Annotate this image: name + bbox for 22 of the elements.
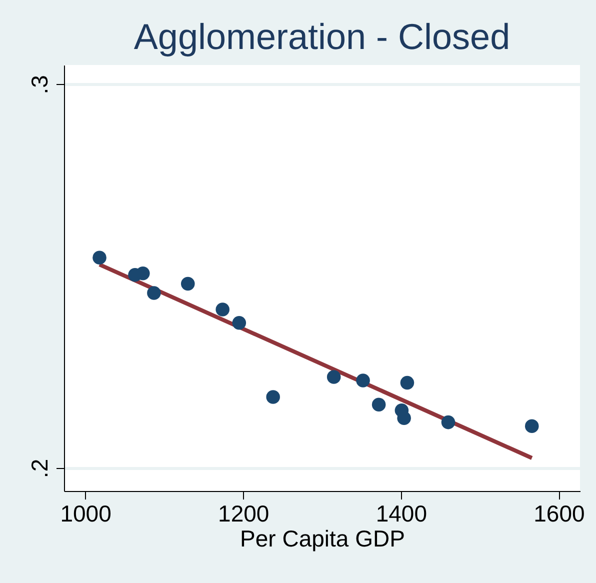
- point: [524, 419, 539, 434]
- x-tick-label: 1400: [376, 500, 427, 526]
- point: [356, 374, 370, 388]
- x-tick-label: 1600: [534, 500, 585, 526]
- y-tick-label: .2: [26, 458, 52, 478]
- point: [441, 415, 456, 430]
- point: [232, 316, 246, 330]
- x-axis-title: Per Capita GDP: [240, 526, 405, 552]
- x-tick-label: 1000: [60, 500, 112, 526]
- point: [372, 398, 386, 412]
- point: [326, 370, 341, 384]
- x-tick-label: 1200: [218, 500, 270, 526]
- point: [180, 276, 195, 291]
- chart-title: Agglomeration - Closed: [134, 16, 510, 57]
- point: [216, 302, 230, 316]
- point: [400, 376, 414, 390]
- point: [266, 390, 280, 404]
- point: [147, 286, 161, 300]
- point: [136, 266, 150, 280]
- y-tick-label: .3: [26, 75, 52, 94]
- point: [92, 250, 106, 265]
- point: [397, 411, 411, 425]
